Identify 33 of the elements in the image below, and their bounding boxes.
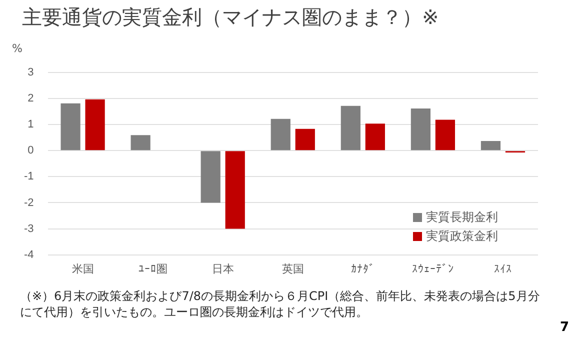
text: （※）6月末の政策金利および7/8の長期金利から６月CPI（総合、前年比、未発表の場合は5月分にて代用）を引いたもの。ユーロ圏の長期金利はドイツで代用。 [20, 288, 540, 320]
x-tick-label: ｽｳｪｰﾃﾞﾝ [412, 262, 454, 276]
bar [200, 151, 220, 203]
bar [60, 103, 80, 150]
y-tick-label: -4 [24, 248, 34, 261]
bar [410, 108, 430, 150]
y-tick-label: -2 [24, 196, 34, 209]
bar [225, 151, 245, 229]
text: 7 [560, 320, 570, 335]
chart-title: 主要通貨の実質金利（マイナス圏のまま？）※ [22, 4, 439, 31]
bar [435, 120, 456, 150]
y-tick-label: -3 [24, 222, 34, 235]
bar [340, 106, 360, 150]
x-tick-label: 米国 [72, 262, 94, 276]
bar [85, 99, 105, 150]
x-tick-label: 日本 [212, 262, 234, 276]
y-axis-title: % [12, 42, 22, 55]
x-tick-label: ｶﾅﾀﾞ [350, 262, 375, 276]
legend-label: 実質政策金利 [426, 228, 498, 245]
bar [480, 141, 501, 150]
y-tick-label: 0 [28, 144, 34, 157]
bar [295, 128, 315, 150]
bar [130, 135, 150, 150]
y-tick-label: 1 [28, 118, 34, 131]
bar [365, 124, 385, 150]
legend-label: 実質長期金利 [426, 209, 498, 226]
y-tick-label: -1 [24, 170, 34, 183]
y-tick-label: 2 [28, 92, 34, 105]
y-tick-label: 3 [28, 66, 34, 79]
x-tick-label: ﾕｰﾛ圏 [138, 263, 168, 276]
x-tick-label: 英国 [282, 262, 304, 276]
x-tick-label: ｽｲｽ [494, 263, 512, 276]
bar [270, 118, 290, 150]
